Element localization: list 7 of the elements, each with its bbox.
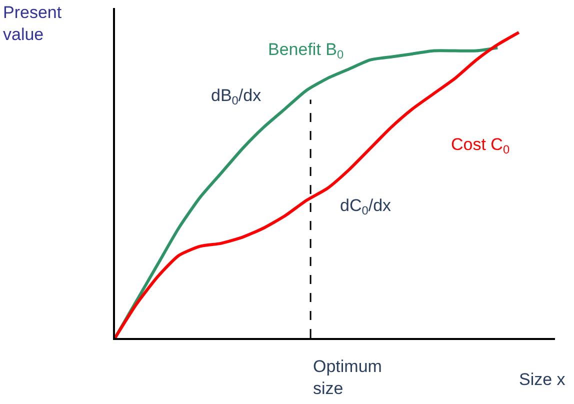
x-axis-title: Size x xyxy=(519,370,566,389)
annotation: dB$_{0}$/dx xyxy=(211,86,262,108)
series-label: Benefit B$_{0}$ xyxy=(268,40,344,62)
annotation: dC$_{0}$/dx xyxy=(340,196,392,218)
y-axis-title: Present value xyxy=(3,3,62,44)
text: Cost C$_{0}$ xyxy=(451,135,510,157)
text: Optimum size xyxy=(313,357,382,398)
